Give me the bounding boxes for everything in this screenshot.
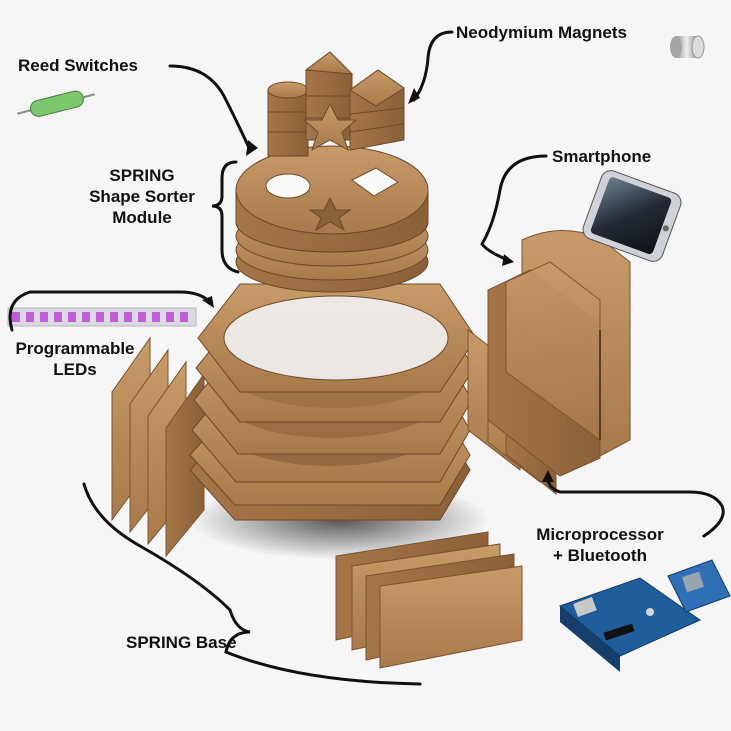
label-smartphone: Smartphone [552,147,652,166]
label-micro-line1: Microprocessor [536,525,664,544]
label-shape-sorter-module: SPRING Shape Sorter Module [72,165,212,228]
spring-base-hex-stack [189,283,477,521]
label-leds-line2: LEDs [53,360,97,379]
led-strip-icon [7,307,197,327]
label-neodymium-magnets: Neodymium Magnets [456,23,627,42]
base-side-panels-left [111,336,205,558]
star-hole [308,196,352,232]
brace-spring-base [82,482,422,686]
label-microprocessor-bluetooth: Microprocessor + Bluetooth [520,524,680,566]
arduino-board-icon [559,577,702,672]
label-shape-sorter-line3: Module [112,208,172,227]
square-hole [351,167,399,197]
label-programmable-leds: Programmable LEDs [0,338,150,380]
circle-hole [265,173,311,199]
label-shape-sorter-line2: Shape Sorter [89,187,195,206]
reed-switch-icon [16,90,96,117]
label-shape-sorter-line1: SPRING [109,166,175,185]
arrow-programmable-leds [8,290,212,332]
arrow-neodymium-magnets [412,30,454,102]
label-reed-switches: Reed Switches [18,56,138,75]
arrow-microprocessor [546,476,725,538]
shape-sorter-module [235,145,429,293]
arrow-smartphone [480,154,548,262]
label-leds-line1: Programmable [15,339,135,358]
brace-shape-sorter [211,160,240,274]
neodymium-magnet-icon [670,35,705,59]
smartphone-holder [487,230,631,477]
smartphone-icon [582,170,682,262]
label-spring-base: SPRING Base [126,633,237,652]
bluetooth-module-icon [667,559,731,613]
label-micro-line2: + Bluetooth [553,546,647,565]
arrow-reed-switches [168,64,252,152]
shape-blocks [267,51,405,157]
electronics-enclosure-panels [335,531,523,669]
